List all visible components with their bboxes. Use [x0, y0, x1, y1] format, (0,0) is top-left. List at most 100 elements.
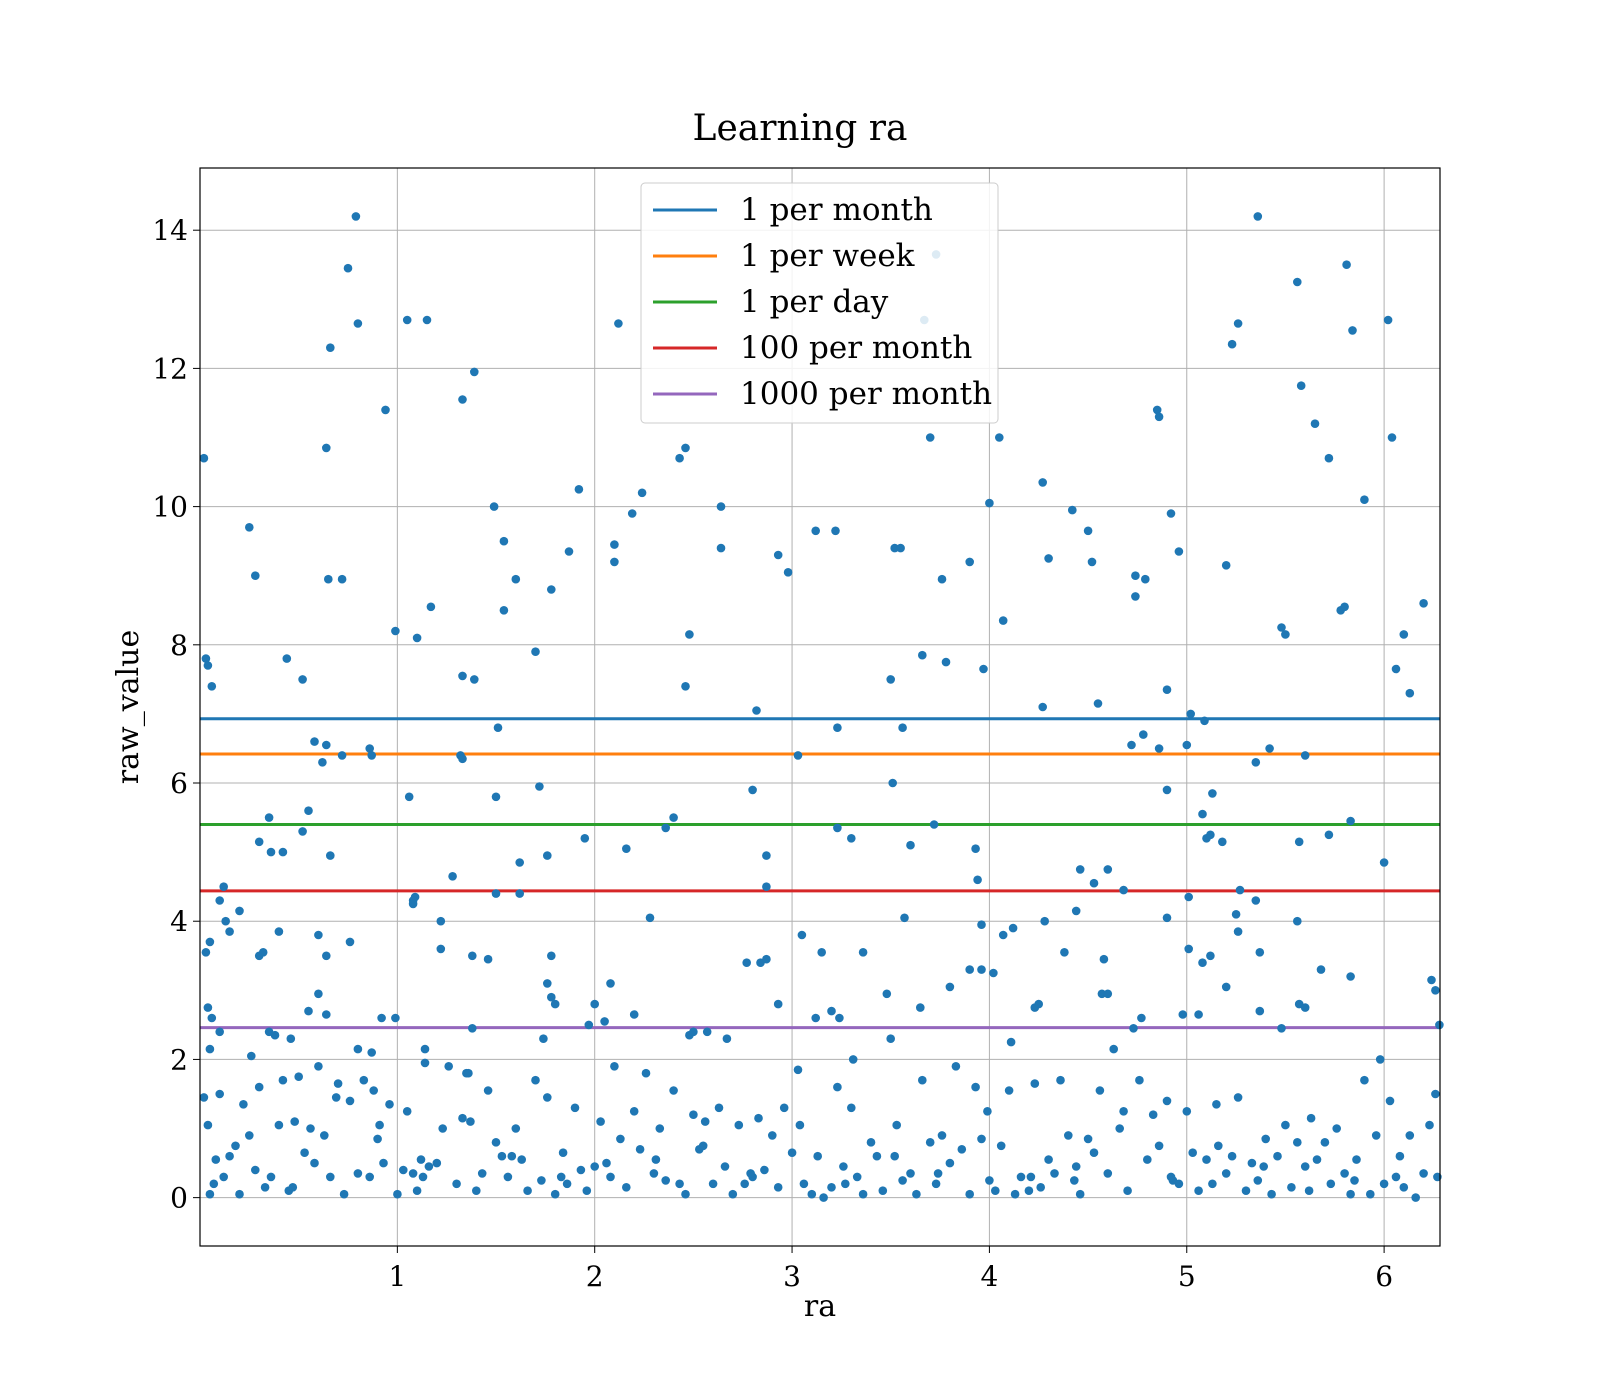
scatter-point	[817, 948, 826, 957]
scatter-point	[251, 571, 260, 580]
scatter-point	[1342, 260, 1351, 270]
scatter-point	[385, 1100, 394, 1109]
scatter-point	[951, 1062, 961, 1071]
scatter-point	[669, 813, 678, 822]
scatter-point	[556, 1172, 566, 1182]
scatter-point	[681, 682, 690, 691]
scatter-point	[629, 1107, 639, 1116]
scatter-point	[1071, 1162, 1081, 1171]
scatter-point	[645, 913, 655, 923]
scatter-point	[574, 485, 584, 494]
scatter-point	[1202, 1155, 1211, 1164]
scatter-point	[833, 723, 842, 732]
scatter-point	[746, 1169, 755, 1178]
scatter-point	[886, 1034, 895, 1043]
scatter-point	[1241, 1186, 1251, 1195]
scatter-point	[247, 1051, 256, 1061]
scatter-point	[1166, 509, 1176, 518]
scatter-point	[294, 1072, 304, 1081]
scatter-point	[507, 1151, 517, 1161]
scatter-point	[1040, 916, 1049, 926]
scatter-point	[1399, 630, 1409, 639]
scatter-point	[215, 1089, 224, 1099]
scatter-point	[1312, 1155, 1322, 1164]
scatter-point	[793, 751, 803, 760]
scatter-point	[209, 1179, 219, 1189]
scatter-point	[898, 1176, 907, 1185]
scatter-point	[1324, 453, 1334, 463]
scatter-point	[1247, 1158, 1257, 1168]
scatter-point	[1089, 878, 1099, 888]
scatter-point	[426, 602, 436, 612]
scatter-point	[841, 1179, 850, 1189]
scatter-point	[1300, 751, 1310, 760]
y-tick-label: 8	[170, 629, 188, 662]
scatter-point	[1141, 574, 1150, 584]
scatter-point	[1182, 1107, 1192, 1116]
scatter-point	[985, 498, 994, 508]
scatter-point	[1427, 975, 1436, 985]
scatter-point	[1277, 623, 1286, 632]
scatter-point	[1198, 958, 1207, 967]
scatter-point	[1304, 1186, 1314, 1195]
scatter-point	[600, 1017, 609, 1026]
scatter-point	[402, 315, 412, 325]
scatter-point	[1064, 1131, 1073, 1140]
scatter-point	[1154, 412, 1164, 422]
scatter-point	[1010, 1189, 1020, 1199]
scatter-point	[973, 875, 982, 885]
scatter-point	[1352, 1155, 1361, 1164]
scatter-point	[1259, 1162, 1268, 1171]
scatter-point	[614, 319, 623, 328]
scatter-point	[320, 1131, 329, 1140]
scatter-point	[339, 1189, 349, 1199]
scatter-point	[337, 574, 347, 584]
scatter-point	[314, 989, 323, 999]
scatter-point	[1208, 789, 1217, 798]
scatter-point	[399, 1165, 408, 1175]
scatter-point	[535, 782, 544, 791]
scatter-point	[207, 1013, 217, 1023]
scatter-point	[266, 1172, 276, 1182]
scatter-point	[353, 1044, 363, 1054]
scatter-point	[1255, 948, 1265, 957]
scatter-point	[472, 1186, 481, 1195]
scatter-point	[637, 488, 647, 498]
scatter-point	[1148, 1110, 1158, 1119]
scatter-point	[1231, 910, 1241, 919]
scatter-point	[813, 1151, 822, 1161]
scatter-point	[290, 1117, 300, 1126]
scatter-point	[1006, 1037, 1016, 1047]
scatter-point	[1075, 1189, 1085, 1199]
scatter-point	[1089, 1148, 1099, 1157]
scatter-point	[886, 675, 895, 684]
scatter-point	[1162, 785, 1172, 795]
scatter-point	[906, 840, 915, 850]
scatter-point	[698, 1141, 708, 1151]
scatter-point	[675, 1179, 684, 1189]
scatter-point	[274, 1120, 284, 1130]
scatter-point	[900, 913, 909, 923]
scatter-point	[1083, 526, 1093, 536]
scatter-point	[991, 1186, 1000, 1195]
scatter-point	[998, 616, 1008, 625]
scatter-point	[754, 1113, 763, 1123]
scatter-point	[742, 958, 751, 967]
scatter-point	[310, 737, 319, 746]
scatter-point	[1300, 1003, 1310, 1012]
scatter-point	[322, 1010, 331, 1019]
scatter-point	[965, 557, 974, 567]
scatter-point	[848, 1055, 858, 1064]
scatter-point	[438, 1124, 448, 1133]
scatter-point	[523, 1186, 532, 1195]
scatter-point	[1227, 1151, 1237, 1161]
scatter-point	[740, 1179, 749, 1189]
scatter-point	[1182, 740, 1192, 750]
scatter-point	[734, 1120, 744, 1130]
scatter-point	[436, 944, 446, 954]
y-tick-label: 0	[170, 1182, 188, 1215]
scatter-point	[681, 443, 690, 453]
scatter-point	[1233, 927, 1243, 936]
scatter-point	[933, 1169, 943, 1178]
scatter-point	[716, 543, 726, 553]
